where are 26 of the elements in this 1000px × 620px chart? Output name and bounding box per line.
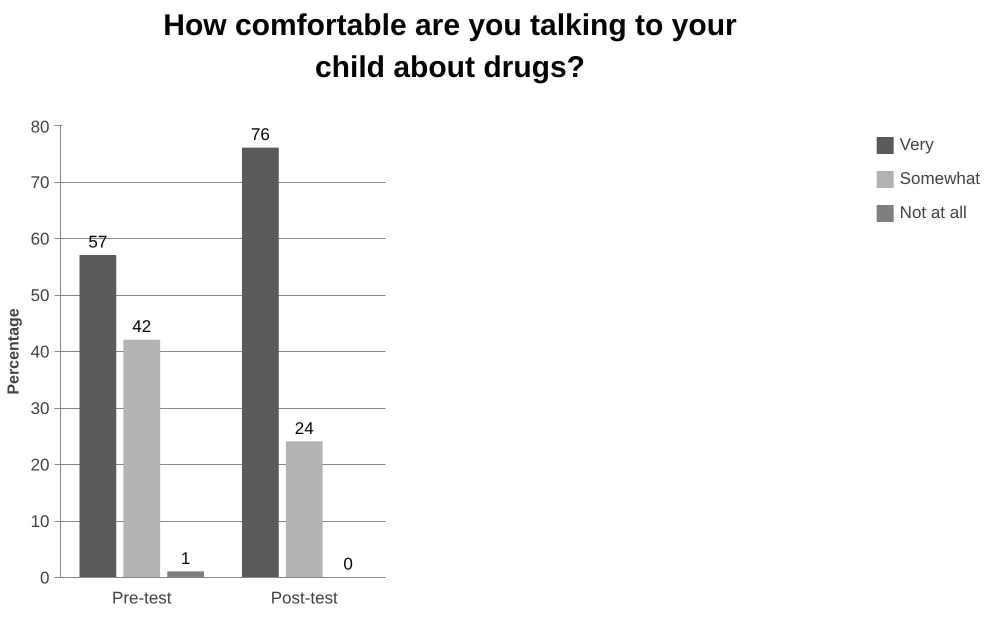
data-label: 0	[343, 554, 353, 574]
data-label: 57	[88, 232, 108, 252]
data-label: 76	[250, 125, 270, 144]
y-tick-label: 50	[30, 286, 50, 305]
text: How comfortable are you talking to your child about drugs?	[162, 8, 738, 86]
y-tick-label: 60	[30, 230, 50, 248]
legend-label: Somewhat	[900, 169, 980, 189]
legend-label: Very	[900, 135, 934, 155]
bar	[123, 340, 160, 578]
y-tick-label: 20	[30, 456, 50, 474]
bar	[242, 148, 279, 578]
bar	[286, 441, 323, 578]
bar	[80, 254, 116, 578]
y-axis-title: Percentage	[6, 308, 23, 395]
x-tick-label: Pre-test	[112, 588, 172, 608]
x-tick-label: Post-test	[270, 588, 338, 608]
data-label: 1	[180, 548, 190, 568]
data-label: 42	[132, 317, 152, 336]
y-tick-label: 30	[30, 399, 50, 418]
y-tick-label: 10	[30, 512, 50, 531]
legend-label: Not at all	[900, 203, 967, 223]
y-tick-label: 40	[30, 342, 50, 362]
data-label: 24	[294, 418, 314, 438]
y-tick-label: 80	[30, 118, 50, 136]
y-tick-label: 0	[40, 568, 50, 588]
y-tick-label: 70	[30, 173, 50, 192]
